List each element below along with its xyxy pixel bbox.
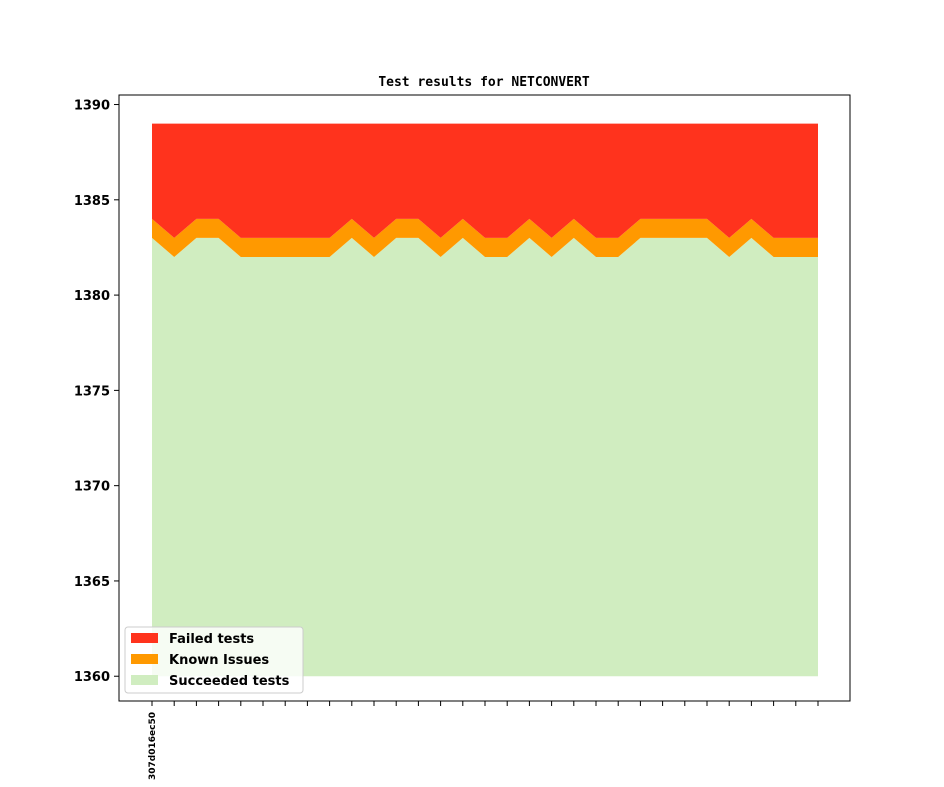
y-tick-label: 1390: [74, 99, 110, 114]
x-axis: 307d016ec50: [148, 701, 819, 780]
area-succeeded-tests: [152, 237, 818, 677]
y-tick-label: 1370: [74, 480, 110, 495]
legend-label: Known Issues: [169, 653, 269, 668]
y-tick-label: 1385: [74, 194, 110, 209]
legend-swatch: [131, 654, 158, 664]
area-known-issues: [152, 218, 818, 257]
chart-title: Test results for NETCONVERT: [378, 75, 589, 90]
legend-swatch: [131, 633, 158, 643]
legend: Failed tests Known Issues Succeeded tests: [124, 626, 304, 694]
y-tick-label: 1365: [74, 575, 110, 590]
legend-box: [124, 626, 304, 694]
x-tick-label: 307d016ec50: [148, 712, 158, 780]
area-failed-tests: [152, 123, 818, 238]
series-areas: [152, 123, 818, 677]
legend-label: Failed tests: [169, 632, 254, 647]
y-tick-label: 1375: [74, 384, 110, 399]
y-axis: 1360 1365 1370 1375 1380 1385 1390: [74, 99, 119, 685]
legend-swatch: [131, 675, 158, 685]
y-tick-label: 1360: [74, 670, 110, 685]
legend-label: Succeeded tests: [169, 674, 290, 689]
y-tick-label: 1380: [74, 289, 110, 304]
